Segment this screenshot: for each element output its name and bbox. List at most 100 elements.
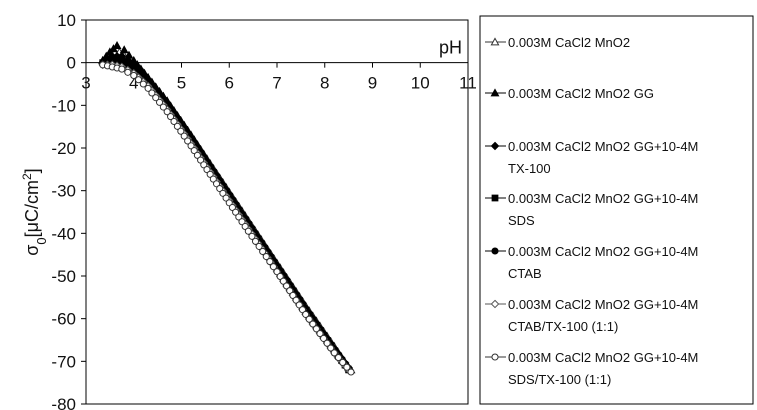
y-axis-title-rest: [μC/cm	[22, 180, 42, 237]
data-point	[155, 98, 164, 106]
data-point	[339, 358, 347, 366]
data-point	[269, 263, 277, 271]
data-point	[262, 252, 270, 261]
legend-label: 0.003M CaCl2 MnO2	[508, 35, 630, 50]
x-axis-ticks: 3 4 5 6 7 8 9 10 11	[81, 62, 477, 93]
data-point	[209, 175, 217, 183]
data-point	[334, 354, 343, 362]
data-point	[289, 291, 297, 299]
legend-label: 0.003M CaCl2 MnO2 GG+10-4M	[508, 350, 698, 365]
data-point	[134, 76, 143, 84]
data-point	[193, 151, 201, 159]
y-axis-title-sub: 0	[34, 237, 49, 244]
data-point	[255, 242, 263, 250]
data-point	[259, 247, 267, 256]
y-axis-ticks: 10 0 -10 -20 -30 -40 -50 -60 -70 -80	[51, 11, 86, 410]
x-tick-label: 6	[225, 74, 234, 93]
data-point	[124, 68, 132, 76]
data-point	[323, 339, 331, 347]
data-point	[251, 237, 260, 245]
y-tick-label: -70	[51, 352, 76, 371]
legend-marker	[491, 247, 499, 255]
data-point	[232, 208, 240, 216]
y-axis-title-main: σ	[22, 245, 42, 256]
data-point	[152, 94, 160, 102]
data-point	[279, 277, 287, 285]
data-point	[200, 161, 208, 169]
data-point	[203, 166, 211, 174]
legend-label: TX-100	[508, 161, 551, 176]
x-tick-label: 9	[368, 74, 377, 93]
data-point	[225, 199, 233, 207]
data-point	[241, 222, 249, 231]
data-point	[298, 306, 307, 314]
x-tick-label: 5	[177, 74, 186, 93]
legend-label: 0.003M CaCl2 MnO2 GG+10-4M	[508, 244, 698, 259]
y-tick-label: -50	[51, 267, 76, 286]
data-point	[112, 40, 122, 49]
data-point	[316, 330, 324, 338]
y-tick-label: -80	[51, 395, 76, 410]
legend-label: 0.003M CaCl2 MnO2 GG+10-4M	[508, 297, 698, 312]
legend-marker	[490, 299, 500, 309]
data-point	[305, 315, 313, 323]
data-point	[219, 189, 227, 197]
data-point	[144, 84, 152, 92]
series-7	[99, 61, 355, 376]
x-tick-label: 7	[272, 74, 281, 93]
data-point	[184, 137, 192, 145]
data-point	[292, 296, 300, 304]
data-point	[130, 71, 138, 80]
data-point	[248, 232, 256, 240]
data-point	[173, 122, 181, 130]
data-point	[177, 127, 185, 135]
data-point	[228, 203, 236, 212]
data-point	[330, 349, 338, 357]
legend-marker	[490, 88, 500, 97]
data-point	[244, 227, 252, 235]
y-tick-label: -30	[51, 182, 76, 201]
data-point	[238, 218, 246, 226]
data-point	[343, 363, 351, 371]
x-tick-label: 3	[81, 74, 90, 93]
legend-box	[479, 15, 754, 405]
data-point	[235, 213, 243, 221]
legend-label: CTAB	[508, 266, 542, 281]
data-point	[118, 65, 126, 73]
data-point	[167, 113, 175, 121]
y-tick-label: 0	[67, 54, 76, 73]
data-point	[170, 117, 178, 126]
legend-label: SDS	[508, 213, 535, 228]
data-point	[197, 156, 205, 164]
data-point	[212, 180, 221, 188]
data-point	[187, 142, 195, 150]
legend-entry: 0.003M CaCl2 MnO2 GG+10-4M CTAB	[485, 244, 698, 281]
data-point	[139, 80, 147, 88]
legend-entry: 0.003M CaCl2 MnO2 GG+10-4M TX-100	[485, 139, 698, 176]
x-tick-label: 4	[129, 74, 138, 93]
y-axis-title-sup: 2	[20, 173, 34, 180]
data-point	[180, 132, 188, 140]
y-tick-label: -60	[51, 310, 76, 329]
legend-marker	[491, 353, 499, 361]
data-point	[119, 45, 129, 54]
data-point	[282, 282, 291, 290]
data-point	[286, 287, 294, 295]
legend-label: SDS/TX-100 (1:1)	[508, 372, 611, 387]
x-tick-label: 8	[320, 74, 329, 93]
data-point	[295, 301, 303, 309]
data-point	[266, 258, 274, 266]
data-point	[319, 334, 328, 342]
legend-label: 0.003M CaCl2 MnO2 GG+10-4M	[508, 191, 698, 206]
data-point	[222, 194, 230, 202]
data-point	[148, 89, 156, 97]
y-tick-label: -10	[51, 96, 76, 115]
x-axis-title: pH	[439, 38, 462, 58]
data-point	[163, 108, 171, 116]
legend-marker	[490, 141, 500, 151]
data-point	[159, 103, 167, 111]
legend: 0.003M CaCl2 MnO2 0.003M CaCl2 MnO2 GG 0.0…	[485, 35, 698, 387]
legend-marker	[490, 37, 500, 46]
x-tick-label: 10	[411, 74, 430, 93]
